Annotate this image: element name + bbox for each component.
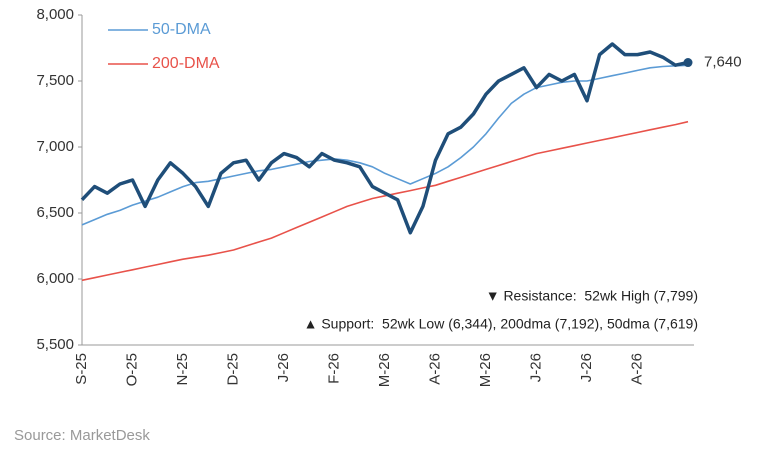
series-line — [80, 42, 689, 235]
x-tick-label: J-26 — [578, 353, 595, 382]
x-tick-label: A-26 — [426, 353, 443, 385]
x-tick-label: D-25 — [224, 353, 241, 386]
series-line — [81, 120, 689, 282]
x-tick-label: N-25 — [174, 353, 191, 386]
y-tick-label: 5,500 — [36, 336, 74, 353]
value-label: 7,640 — [704, 53, 742, 70]
x-tick-label: O-25 — [123, 353, 140, 386]
y-tick-label: 7,500 — [36, 72, 74, 89]
x-tick-label: A-26 — [628, 353, 645, 385]
x-tick-label: J-26 — [527, 353, 544, 382]
y-tick-label: 6,500 — [36, 204, 74, 221]
legend-label: 200-DMA — [152, 55, 220, 72]
y-tick-label: 8,000 — [36, 6, 74, 23]
x-tick-label: J-26 — [275, 353, 292, 382]
x-tick-label: F-26 — [325, 353, 342, 384]
legend-label: 50-DMA — [152, 21, 211, 38]
y-tick-label: 7,000 — [36, 138, 74, 155]
x-tick-label: S-25 — [73, 353, 90, 385]
end-marker — [683, 58, 693, 68]
y-tick-label: 6,000 — [36, 270, 74, 287]
x-tick-label: M-26 — [477, 353, 494, 387]
source: Source: MarketDesk — [14, 427, 150, 444]
series-line — [81, 64, 689, 226]
annotation: ▲ Support: 52wk Low (6,344), 200dma (7,1… — [304, 316, 698, 332]
x-tick-label: M-26 — [376, 353, 393, 387]
annotation: ▼ Resistance: 52wk High (7,799) — [486, 288, 698, 304]
